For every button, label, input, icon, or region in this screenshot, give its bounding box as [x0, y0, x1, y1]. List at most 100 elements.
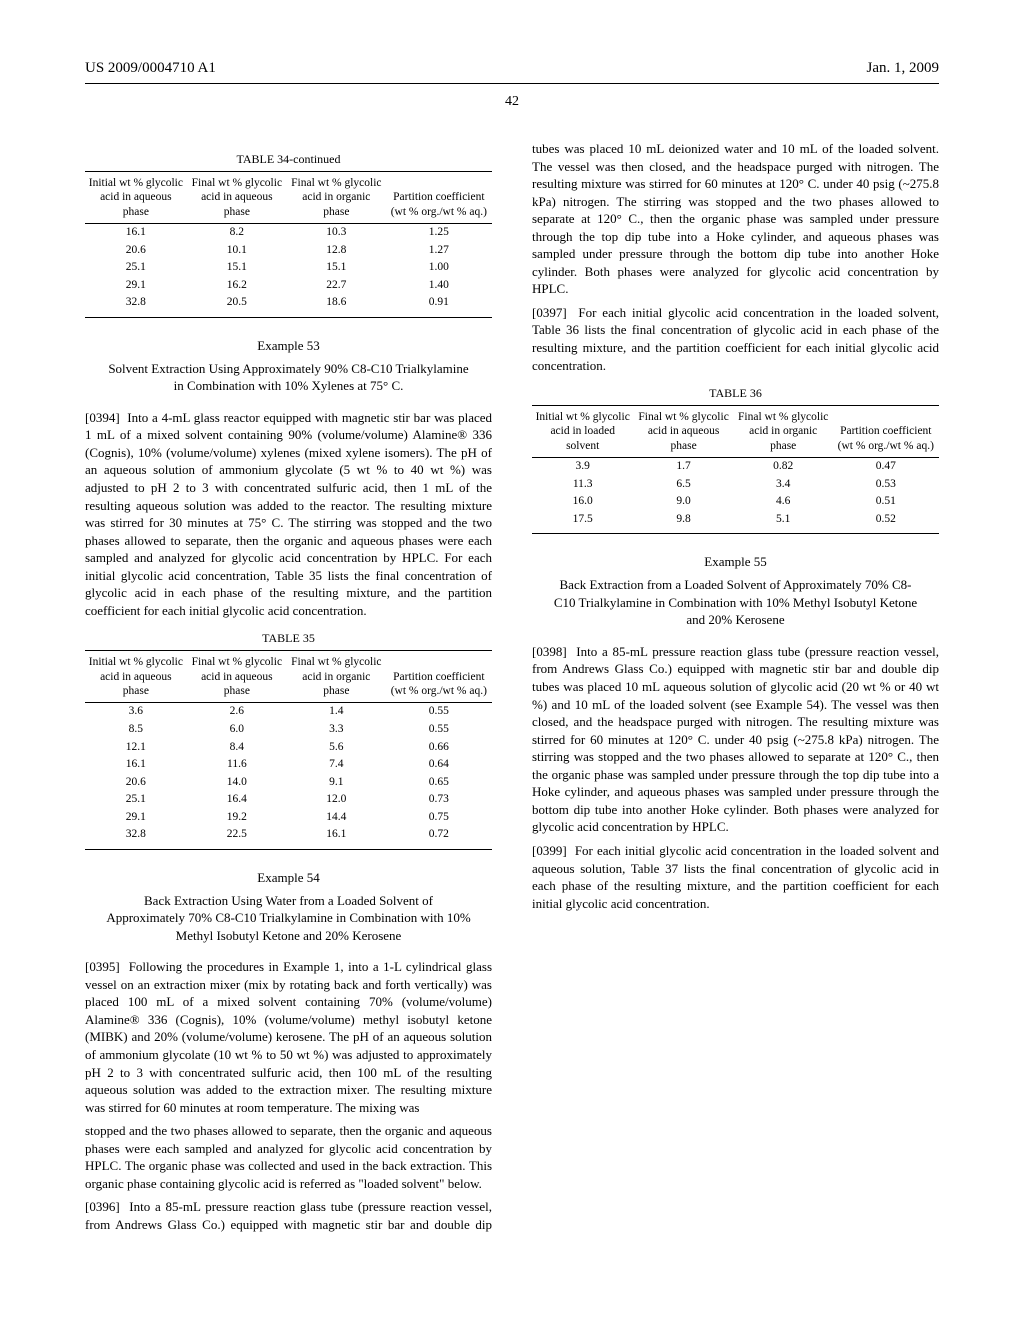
table-cell: 18.6 — [287, 294, 386, 317]
para-0397: [0397] For each initial glycolic acid co… — [532, 304, 939, 374]
para-num-0398: [0398] — [532, 644, 567, 659]
table-36: TABLE 36 Initial wt % glycolic acid in l… — [532, 386, 939, 534]
para-num-0396: [0396] — [85, 1199, 120, 1214]
t34-h3: Partition coefficient (wt % org./wt % aq… — [386, 172, 492, 224]
content-columns: TABLE 34-continued Initial wt % glycolic… — [85, 140, 939, 1250]
table-cell: 16.4 — [187, 791, 287, 809]
example-53-block: Example 53 Solvent Extraction Using Appr… — [85, 338, 492, 395]
table-cell: 3.4 — [734, 476, 833, 494]
page-number: 42 — [85, 94, 939, 110]
example-53-label: Example 53 — [85, 338, 492, 354]
para-0397-text: For each initial glycolic acid concentra… — [532, 305, 939, 373]
para-0399: [0399] For each initial glycolic acid co… — [532, 842, 939, 912]
page-header: US 2009/0004710 A1 Jan. 1, 2009 — [85, 60, 939, 84]
table-cell: 10.3 — [287, 224, 386, 242]
table-cell: 0.72 — [386, 826, 492, 849]
para-0398: [0398] Into a 85-mL pressure reaction gl… — [532, 643, 939, 836]
example-54-block: Example 54 Back Extraction Using Water f… — [85, 870, 492, 945]
t35-h3: Partition coefficient (wt % org./wt % aq… — [386, 651, 492, 703]
para-0395-cont: stopped and the two phases allowed to se… — [85, 1122, 492, 1192]
table-cell: 16.1 — [85, 756, 187, 774]
table-cell: 22.5 — [187, 826, 287, 849]
table-35-data: Initial wt % glycolic acid in aqueous ph… — [85, 650, 492, 849]
t34-h2: Final wt % glycolic acid in organic phas… — [287, 172, 386, 224]
table-cell: 25.1 — [85, 791, 187, 809]
table-cell: 2.6 — [187, 703, 287, 721]
table-cell: 1.25 — [386, 224, 492, 242]
example-53-title: Solvent Extraction Using Approximately 9… — [85, 360, 492, 395]
table-cell: 29.1 — [85, 277, 187, 295]
table-cell: 0.65 — [386, 774, 492, 792]
table-cell: 8.2 — [187, 224, 287, 242]
para-0398-text: Into a 85-mL pressure reaction glass tub… — [532, 644, 939, 834]
table-cell: 8.5 — [85, 721, 187, 739]
para-0395: [0395] Following the procedures in Examp… — [85, 958, 492, 1116]
table-cell: 5.6 — [287, 739, 386, 757]
table-cell: 14.0 — [187, 774, 287, 792]
table-34-data: Initial wt % glycolic acid in aqueous ph… — [85, 171, 492, 318]
table-34: TABLE 34-continued Initial wt % glycolic… — [85, 152, 492, 318]
t36-body: 3.91.70.820.4711.36.53.40.5316.09.04.60.… — [532, 458, 939, 534]
example-55-title: Back Extraction from a Loaded Solvent of… — [532, 576, 939, 629]
t35-h0: Initial wt % glycolic acid in aqueous ph… — [85, 651, 187, 703]
table-cell: 15.1 — [287, 259, 386, 277]
table-cell: 14.4 — [287, 809, 386, 827]
table-cell: 1.00 — [386, 259, 492, 277]
table-cell: 16.1 — [85, 224, 187, 242]
example-54-label: Example 54 — [85, 870, 492, 886]
t36-h0: Initial wt % glycolic acid in loaded sol… — [532, 406, 633, 458]
table-cell: 8.4 — [187, 739, 287, 757]
table-cell: 16.2 — [187, 277, 287, 295]
table-cell: 0.64 — [386, 756, 492, 774]
table-cell: 3.3 — [287, 721, 386, 739]
table-cell: 11.3 — [532, 476, 633, 494]
table-cell: 9.8 — [633, 511, 733, 534]
table-cell: 5.1 — [734, 511, 833, 534]
t34-h1: Final wt % glycolic acid in aqueous phas… — [187, 172, 287, 224]
table-cell: 0.82 — [734, 458, 833, 476]
table-cell: 1.40 — [386, 277, 492, 295]
table-35-caption: TABLE 35 — [85, 631, 492, 646]
t34-body: 16.18.210.31.2520.610.112.81.2725.115.11… — [85, 224, 492, 318]
table-cell: 7.4 — [287, 756, 386, 774]
t36-h1: Final wt % glycolic acid in aqueous phas… — [633, 406, 733, 458]
example-54-title: Back Extraction Using Water from a Loade… — [85, 892, 492, 945]
table-cell: 12.0 — [287, 791, 386, 809]
table-cell: 3.6 — [85, 703, 187, 721]
table-cell: 25.1 — [85, 259, 187, 277]
table-cell: 22.7 — [287, 277, 386, 295]
page: US 2009/0004710 A1 Jan. 1, 2009 42 TABLE… — [0, 0, 1024, 1320]
table-cell: 0.66 — [386, 739, 492, 757]
table-cell: 12.8 — [287, 242, 386, 260]
table-cell: 9.0 — [633, 493, 733, 511]
t35-body: 3.62.61.40.558.56.03.30.5512.18.45.60.66… — [85, 703, 492, 849]
table-cell: 29.1 — [85, 809, 187, 827]
para-num-0397: [0397] — [532, 305, 567, 320]
table-cell: 32.8 — [85, 294, 187, 317]
table-cell: 4.6 — [734, 493, 833, 511]
publication-number: US 2009/0004710 A1 — [85, 60, 216, 77]
table-cell: 20.6 — [85, 242, 187, 260]
table-cell: 12.1 — [85, 739, 187, 757]
table-34-caption: TABLE 34-continued — [85, 152, 492, 167]
table-cell: 1.7 — [633, 458, 733, 476]
para-0399-text: For each initial glycolic acid concentra… — [532, 843, 939, 911]
table-cell: 6.0 — [187, 721, 287, 739]
para-0394-text: Into a 4-mL glass reactor equipped with … — [85, 410, 492, 618]
table-cell: 3.9 — [532, 458, 633, 476]
para-num-0399: [0399] — [532, 843, 567, 858]
table-cell: 6.5 — [633, 476, 733, 494]
table-cell: 9.1 — [287, 774, 386, 792]
t35-h1: Final wt % glycolic acid in aqueous phas… — [187, 651, 287, 703]
table-cell: 10.1 — [187, 242, 287, 260]
para-num-0395: [0395] — [85, 959, 120, 974]
table-cell: 19.2 — [187, 809, 287, 827]
table-cell: 0.75 — [386, 809, 492, 827]
table-cell: 32.8 — [85, 826, 187, 849]
table-cell: 16.0 — [532, 493, 633, 511]
table-cell: 0.91 — [386, 294, 492, 317]
table-cell: 0.47 — [833, 458, 939, 476]
table-cell: 11.6 — [187, 756, 287, 774]
table-cell: 15.1 — [187, 259, 287, 277]
table-cell: 0.73 — [386, 791, 492, 809]
